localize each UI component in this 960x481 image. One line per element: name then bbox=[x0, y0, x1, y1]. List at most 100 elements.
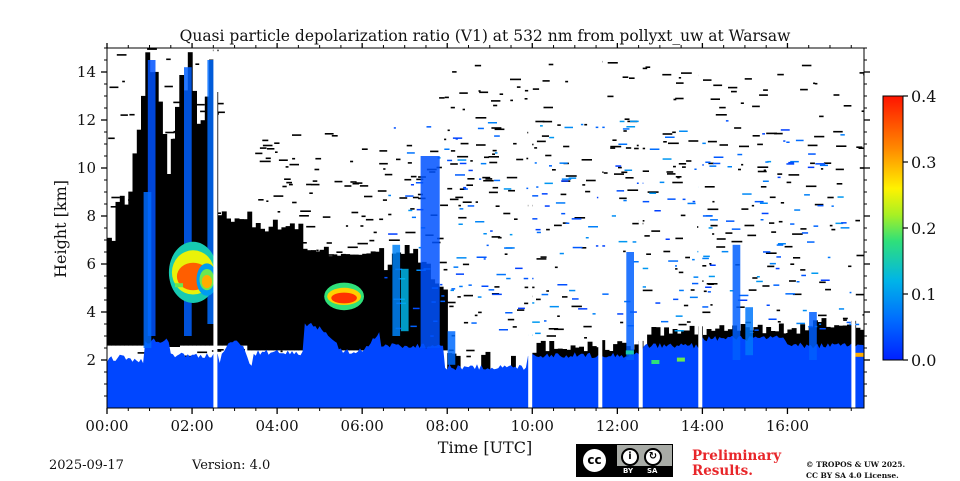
cloud-column bbox=[294, 229, 299, 351]
footer-date: 2025-09-17 bbox=[49, 458, 124, 473]
cloud-speck bbox=[652, 333, 657, 335]
cloud-speck bbox=[164, 295, 170, 298]
cloud-speck bbox=[349, 337, 357, 339]
cloud-speck bbox=[161, 254, 170, 256]
depol-speck bbox=[440, 283, 443, 286]
cloud-speck bbox=[444, 138, 447, 141]
cloud-speck bbox=[863, 306, 864, 309]
cloud-speck bbox=[116, 54, 127, 56]
cloud-speck bbox=[554, 266, 558, 269]
cloud-speck bbox=[475, 201, 478, 203]
cloud-speck bbox=[739, 145, 749, 148]
cloud-speck bbox=[383, 168, 386, 170]
depol-plume bbox=[732, 244, 741, 360]
depol-speck bbox=[463, 188, 468, 190]
cloud-speck bbox=[532, 88, 540, 90]
colorbar-tick-label: 0.1 bbox=[911, 285, 936, 304]
cloud-speck bbox=[625, 147, 632, 149]
depol-plume bbox=[147, 60, 156, 336]
cloud-column bbox=[481, 354, 487, 380]
cloud-speck bbox=[283, 298, 294, 301]
cloud-speck bbox=[757, 166, 769, 168]
depol-speck bbox=[776, 244, 784, 246]
depol-speck bbox=[794, 209, 801, 211]
cloud-speck bbox=[562, 222, 568, 224]
y-tick-label: 4 bbox=[86, 303, 96, 321]
cloud-speck bbox=[281, 242, 286, 245]
cloud-speck bbox=[462, 108, 465, 111]
cloud-speck bbox=[749, 330, 758, 332]
cloud-speck bbox=[610, 147, 616, 149]
cloud-speck bbox=[574, 217, 586, 219]
cloud-column bbox=[557, 348, 563, 360]
cloud-speck bbox=[792, 233, 803, 235]
y-tick-label: 8 bbox=[86, 207, 96, 225]
cloud-speck bbox=[584, 337, 587, 339]
depol-speck bbox=[776, 256, 781, 258]
depol-speck bbox=[483, 233, 487, 235]
cloud-speck bbox=[289, 183, 293, 186]
cloud-speck bbox=[152, 170, 161, 173]
cloud-column bbox=[111, 240, 117, 346]
cloud-speck bbox=[298, 242, 307, 244]
cloud-speck bbox=[443, 336, 447, 339]
depol-speck bbox=[624, 169, 633, 171]
depol-core bbox=[201, 275, 212, 289]
cloud-speck bbox=[377, 190, 387, 192]
cloud-speck bbox=[405, 231, 416, 234]
by-person-icon: i bbox=[621, 448, 639, 466]
cloud-speck bbox=[748, 289, 757, 291]
cloud-speck bbox=[618, 166, 622, 169]
cloud-column bbox=[281, 227, 287, 351]
cloud-speck bbox=[740, 102, 744, 104]
cloud-speck bbox=[232, 299, 238, 302]
cloud-speck bbox=[371, 309, 379, 312]
depol-speck bbox=[705, 161, 711, 163]
cloud-speck bbox=[466, 184, 473, 186]
depol-speck bbox=[773, 284, 780, 286]
depol-speck bbox=[455, 138, 458, 140]
cloud-speck bbox=[706, 283, 718, 285]
depol-speck bbox=[713, 156, 724, 158]
y-tick-label: 6 bbox=[86, 255, 96, 273]
cloud-speck bbox=[389, 336, 397, 338]
cloud-speck bbox=[728, 86, 738, 89]
cloud-speck bbox=[786, 333, 791, 335]
cloud-speck bbox=[769, 196, 776, 199]
footer-version: Version: 4.0 bbox=[192, 458, 271, 473]
cloud-column bbox=[549, 341, 555, 360]
cloud-speck bbox=[836, 183, 843, 185]
depol-speck bbox=[729, 290, 734, 292]
cloud-speck bbox=[191, 125, 201, 128]
cloud-column bbox=[574, 347, 580, 360]
depol-speck bbox=[668, 260, 679, 262]
cloud-speck bbox=[557, 124, 561, 126]
cloud-speck bbox=[777, 173, 783, 175]
cloud-speck bbox=[361, 215, 366, 218]
cloud-column bbox=[170, 138, 176, 346]
cloud-speck bbox=[831, 228, 836, 231]
cloud-speck bbox=[485, 178, 493, 180]
depol-speck bbox=[561, 180, 569, 182]
cloud-speck bbox=[250, 284, 258, 286]
cloud-speck bbox=[552, 169, 556, 171]
cloud-speck bbox=[624, 118, 630, 120]
cloud-speck bbox=[203, 223, 209, 225]
cloud-speck bbox=[216, 349, 224, 351]
depol-speck bbox=[673, 298, 679, 301]
cloud-column bbox=[251, 227, 257, 351]
cloud-speck bbox=[548, 328, 559, 330]
cloud-speck bbox=[290, 320, 293, 323]
depol-speck bbox=[615, 165, 622, 167]
depol-speck bbox=[819, 328, 826, 330]
cloud-speck bbox=[331, 135, 338, 137]
cloud-column bbox=[651, 327, 657, 360]
cloud-speck bbox=[262, 139, 269, 142]
cloud-speck bbox=[364, 195, 373, 198]
depol-speck bbox=[786, 163, 795, 165]
cloud-speck bbox=[858, 147, 864, 149]
x-tick-label: 16:00 bbox=[766, 417, 809, 435]
cloud-speck bbox=[701, 265, 707, 267]
cloud-speck bbox=[416, 178, 424, 181]
cloud-speck bbox=[667, 173, 676, 175]
